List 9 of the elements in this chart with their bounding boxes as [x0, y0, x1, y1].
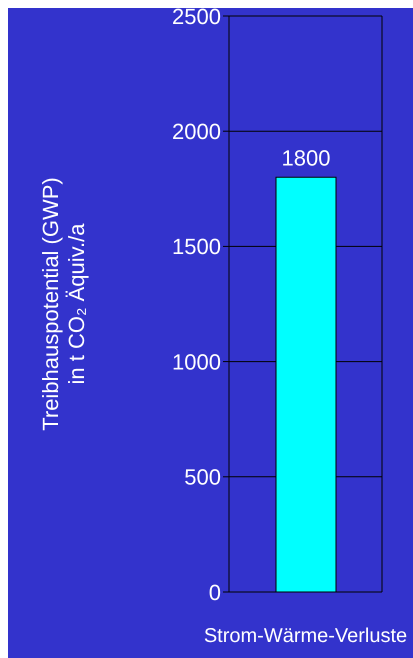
y-tick-label: 2000: [172, 119, 221, 144]
y-tick-label: 500: [184, 464, 221, 490]
y-tick-label: 1000: [172, 349, 221, 374]
x-tick-label: Strom-Wärme-Verluste: [204, 625, 408, 648]
y-tick-label: 0: [208, 580, 221, 605]
y-axis-title: Treibhauspotential (GWP) in t CO₂ Äquiv./a: [38, 177, 89, 431]
y-tick-label: 1500: [172, 234, 221, 260]
y-tick-label: 2500: [172, 4, 221, 29]
data-label: 1800: [282, 145, 330, 170]
